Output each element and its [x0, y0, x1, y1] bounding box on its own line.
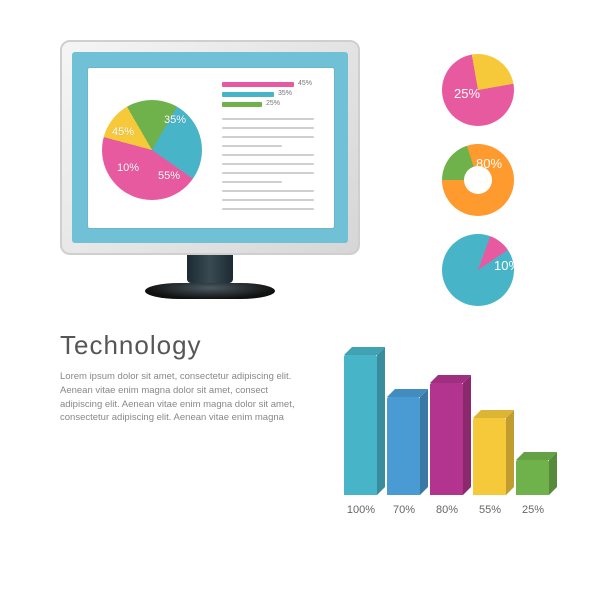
bar [473, 418, 506, 495]
monitor-bezel: 35% 55% 10% 45% 45% 35% 25% [60, 40, 360, 255]
doc-text-line [222, 118, 314, 120]
bar-label: 80% [427, 504, 467, 516]
bar [516, 460, 549, 495]
doc-text-line [222, 127, 314, 129]
screen-pie-label: 45% [112, 126, 134, 138]
screen-pie-label: 35% [164, 114, 186, 126]
doc-text-line [222, 181, 282, 183]
doc-legend-bar [222, 82, 294, 87]
doc-legend-label: 35% [278, 90, 292, 97]
doc-text-line [222, 199, 314, 201]
monitor-illustration: 35% 55% 10% 45% 45% 35% 25% [60, 40, 360, 299]
monitor-neck [187, 255, 233, 283]
bar [387, 397, 420, 495]
page-title: Technology [60, 330, 202, 361]
bar-side [420, 389, 428, 495]
side-pie-label: 10% [494, 258, 520, 273]
monitor-screen: 35% 55% 10% 45% 45% 35% 25% [72, 52, 348, 243]
bar-label: 100% [341, 504, 381, 516]
side-pie-label: 80% [476, 156, 502, 171]
bar-label: 70% [384, 504, 424, 516]
side-pie-label: 25% [454, 86, 480, 101]
screen-pie-label: 10% [117, 162, 139, 174]
monitor-base [145, 283, 275, 299]
doc-text-line [222, 136, 314, 138]
screen-pie-label: 55% [158, 170, 180, 182]
screen-pie-chart [102, 100, 202, 200]
bar-label: 55% [470, 504, 510, 516]
doc-text-line [222, 190, 314, 192]
doc-legend-bar [222, 92, 274, 97]
bar-chart: 100%70%80%55%25% [340, 340, 570, 520]
doc-legend-label: 25% [266, 100, 280, 107]
bar [344, 355, 377, 495]
doc-text-line [222, 145, 282, 147]
doc-text-line [222, 172, 314, 174]
doc-text-line [222, 154, 314, 156]
bar-side [377, 347, 385, 495]
doc-legend-label: 45% [298, 80, 312, 87]
bar-side [506, 410, 514, 495]
bar-label: 25% [513, 504, 553, 516]
doc-text-line [222, 208, 314, 210]
doc-legend-bar [222, 102, 262, 107]
doc-text-line [222, 163, 314, 165]
body-text: Lorem ipsum dolor sit amet, consectetur … [60, 370, 310, 425]
bar-side [463, 375, 471, 495]
bar [430, 383, 463, 495]
